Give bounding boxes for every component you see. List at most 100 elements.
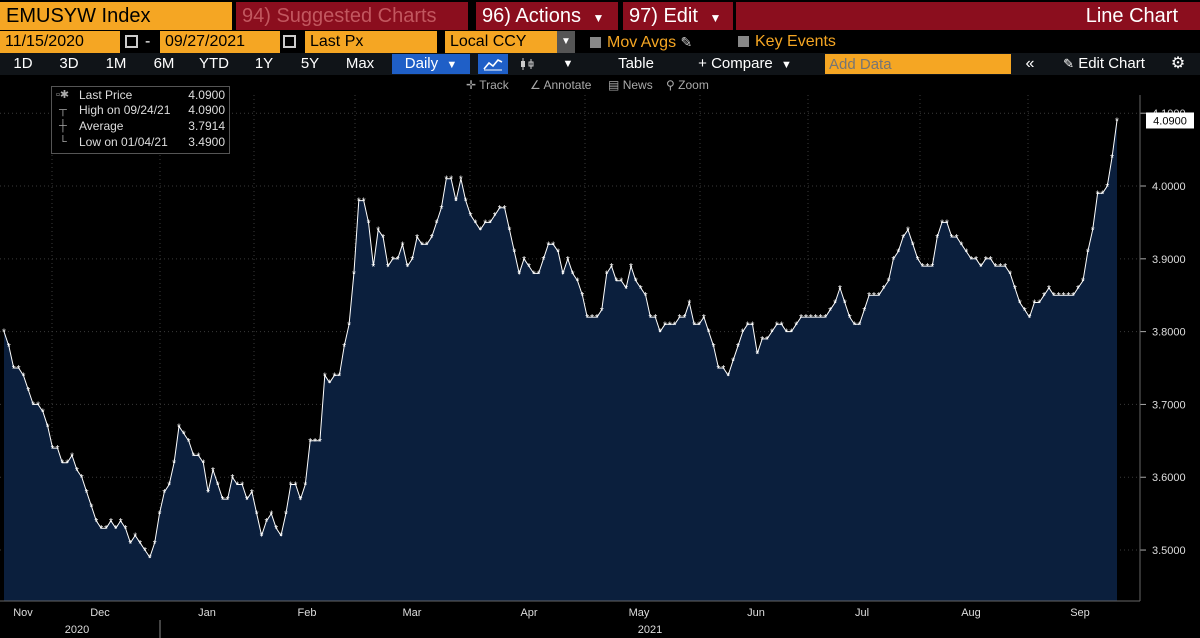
- price-chart[interactable]: *** **** **** ** ******** *******************…: [0, 95, 1200, 638]
- news-tool[interactable]: ▤ News: [608, 75, 658, 95]
- data-point: *: [605, 269, 609, 280]
- data-point: *: [532, 269, 536, 280]
- data-point: *: [785, 328, 789, 339]
- range-6m[interactable]: 6M: [153, 55, 175, 72]
- collapse-icon[interactable]: «: [1025, 55, 1035, 72]
- data-point: *: [226, 495, 230, 506]
- add-data-input[interactable]: [825, 54, 1011, 74]
- chevron-down-icon[interactable]: ▼: [562, 58, 574, 70]
- calendar-icon[interactable]: [283, 35, 296, 48]
- data-point: *: [1086, 248, 1090, 259]
- toolbar: 1D 3D 1M 6M YTD 1Y 5Y Max Daily ▼ ▼ Tabl…: [0, 53, 1200, 75]
- range-max[interactable]: Max: [345, 55, 375, 72]
- track-tool[interactable]: ✛ Track: [466, 75, 522, 95]
- data-point: *: [182, 430, 186, 441]
- pencil-icon: ✎: [1063, 56, 1075, 71]
- x-tick-label: Sep: [1070, 607, 1090, 619]
- data-point: *: [639, 284, 643, 295]
- key-events-toggle[interactable]: Key Events: [733, 31, 883, 53]
- range-1m[interactable]: 1M: [105, 55, 127, 72]
- data-point: *: [90, 502, 94, 513]
- edit-chart-button[interactable]: ✎ Edit Chart: [1048, 54, 1160, 74]
- data-point: *: [921, 262, 925, 273]
- data-point: *: [1100, 189, 1104, 200]
- data-point: *: [1076, 284, 1080, 295]
- data-point: *: [75, 466, 79, 477]
- data-point: *: [265, 517, 269, 528]
- field-select[interactable]: Last Px: [305, 31, 437, 53]
- legend-high-label: High on 09/24/21: [79, 103, 171, 117]
- currency-select[interactable]: Local CCY: [445, 31, 557, 53]
- table-button[interactable]: Table: [618, 55, 654, 72]
- data-point: *: [221, 495, 225, 506]
- data-point: *: [775, 320, 779, 331]
- data-point: *: [760, 335, 764, 346]
- data-point: *: [498, 204, 502, 215]
- data-point: *: [119, 517, 123, 528]
- data-point: *: [916, 255, 920, 266]
- x-tick-label: Dec: [90, 607, 110, 619]
- suggested-charts-button[interactable]: 94) Suggested Charts: [236, 2, 468, 30]
- candlestick-icon[interactable]: [512, 54, 542, 74]
- data-point: *: [765, 335, 769, 346]
- frequency-label: Daily: [404, 55, 439, 72]
- data-point: *: [614, 277, 618, 288]
- data-point: *: [935, 233, 939, 244]
- data-point: *: [162, 488, 166, 499]
- data-point: *: [483, 218, 487, 229]
- data-point: *: [435, 218, 439, 229]
- y-tick-label: 3.6000: [1152, 472, 1186, 484]
- actions-menu[interactable]: 96) Actions ▼: [476, 2, 618, 30]
- data-point: *: [911, 240, 915, 251]
- chevron-down-icon[interactable]: ▼: [557, 31, 575, 53]
- mov-avgs-label: Mov Avgs: [607, 34, 677, 51]
- range-1d[interactable]: 1D: [13, 55, 33, 72]
- line-chart-icon[interactable]: [478, 54, 508, 74]
- data-point: *: [347, 320, 351, 331]
- data-point: *: [887, 277, 891, 288]
- data-point: *: [167, 481, 171, 492]
- data-point: *: [240, 481, 244, 492]
- key-events-label: Key Events: [755, 33, 836, 50]
- start-date-field[interactable]: 11/15/2020: [0, 31, 120, 53]
- data-point: *: [425, 240, 429, 251]
- y-tick-label: 3.5000: [1152, 545, 1186, 557]
- data-point: *: [1047, 284, 1051, 295]
- data-point: *: [998, 262, 1002, 273]
- gear-icon[interactable]: ⚙: [1170, 55, 1186, 72]
- data-point: *: [595, 313, 599, 324]
- range-5y[interactable]: 5Y: [300, 55, 320, 72]
- range-1y[interactable]: 1Y: [254, 55, 274, 72]
- end-date-field[interactable]: 09/27/2021: [160, 31, 280, 53]
- data-point: *: [478, 226, 482, 237]
- actions-label: 96) Actions: [482, 5, 581, 27]
- data-point: *: [741, 328, 745, 339]
- x-tick-label: Jun: [747, 607, 765, 619]
- mov-avgs-toggle[interactable]: Mov Avgs ✎: [585, 31, 725, 53]
- ticker-field[interactable]: EMUSYW Index: [0, 2, 232, 30]
- annotate-tool[interactable]: ∠ Annotate: [530, 75, 600, 95]
- data-point: *: [342, 342, 346, 353]
- edit-menu[interactable]: 97) Edit ▼: [623, 2, 733, 30]
- data-point: *: [610, 262, 614, 273]
- data-point: *: [566, 255, 570, 266]
- chevron-down-icon: ▼: [780, 59, 792, 71]
- data-point: *: [930, 262, 934, 273]
- x-tick-label: Jul: [855, 607, 869, 619]
- data-point: *: [517, 269, 521, 280]
- zoom-tool[interactable]: ⚲ Zoom: [666, 75, 722, 95]
- data-point: *: [955, 233, 959, 244]
- data-point: *: [1032, 298, 1036, 309]
- data-point: *: [60, 459, 64, 470]
- range-3d[interactable]: 3D: [59, 55, 79, 72]
- data-point: *: [1081, 277, 1085, 288]
- range-ytd[interactable]: YTD: [199, 55, 229, 72]
- data-point: *: [537, 269, 541, 280]
- calendar-icon[interactable]: [125, 35, 138, 48]
- frequency-select[interactable]: Daily ▼: [392, 54, 470, 74]
- data-point: *: [1096, 189, 1100, 200]
- data-point: *: [717, 364, 721, 375]
- data-point: *: [420, 240, 424, 251]
- x-tick-label: Apr: [520, 607, 537, 619]
- compare-button[interactable]: + Compare ▼: [682, 54, 808, 74]
